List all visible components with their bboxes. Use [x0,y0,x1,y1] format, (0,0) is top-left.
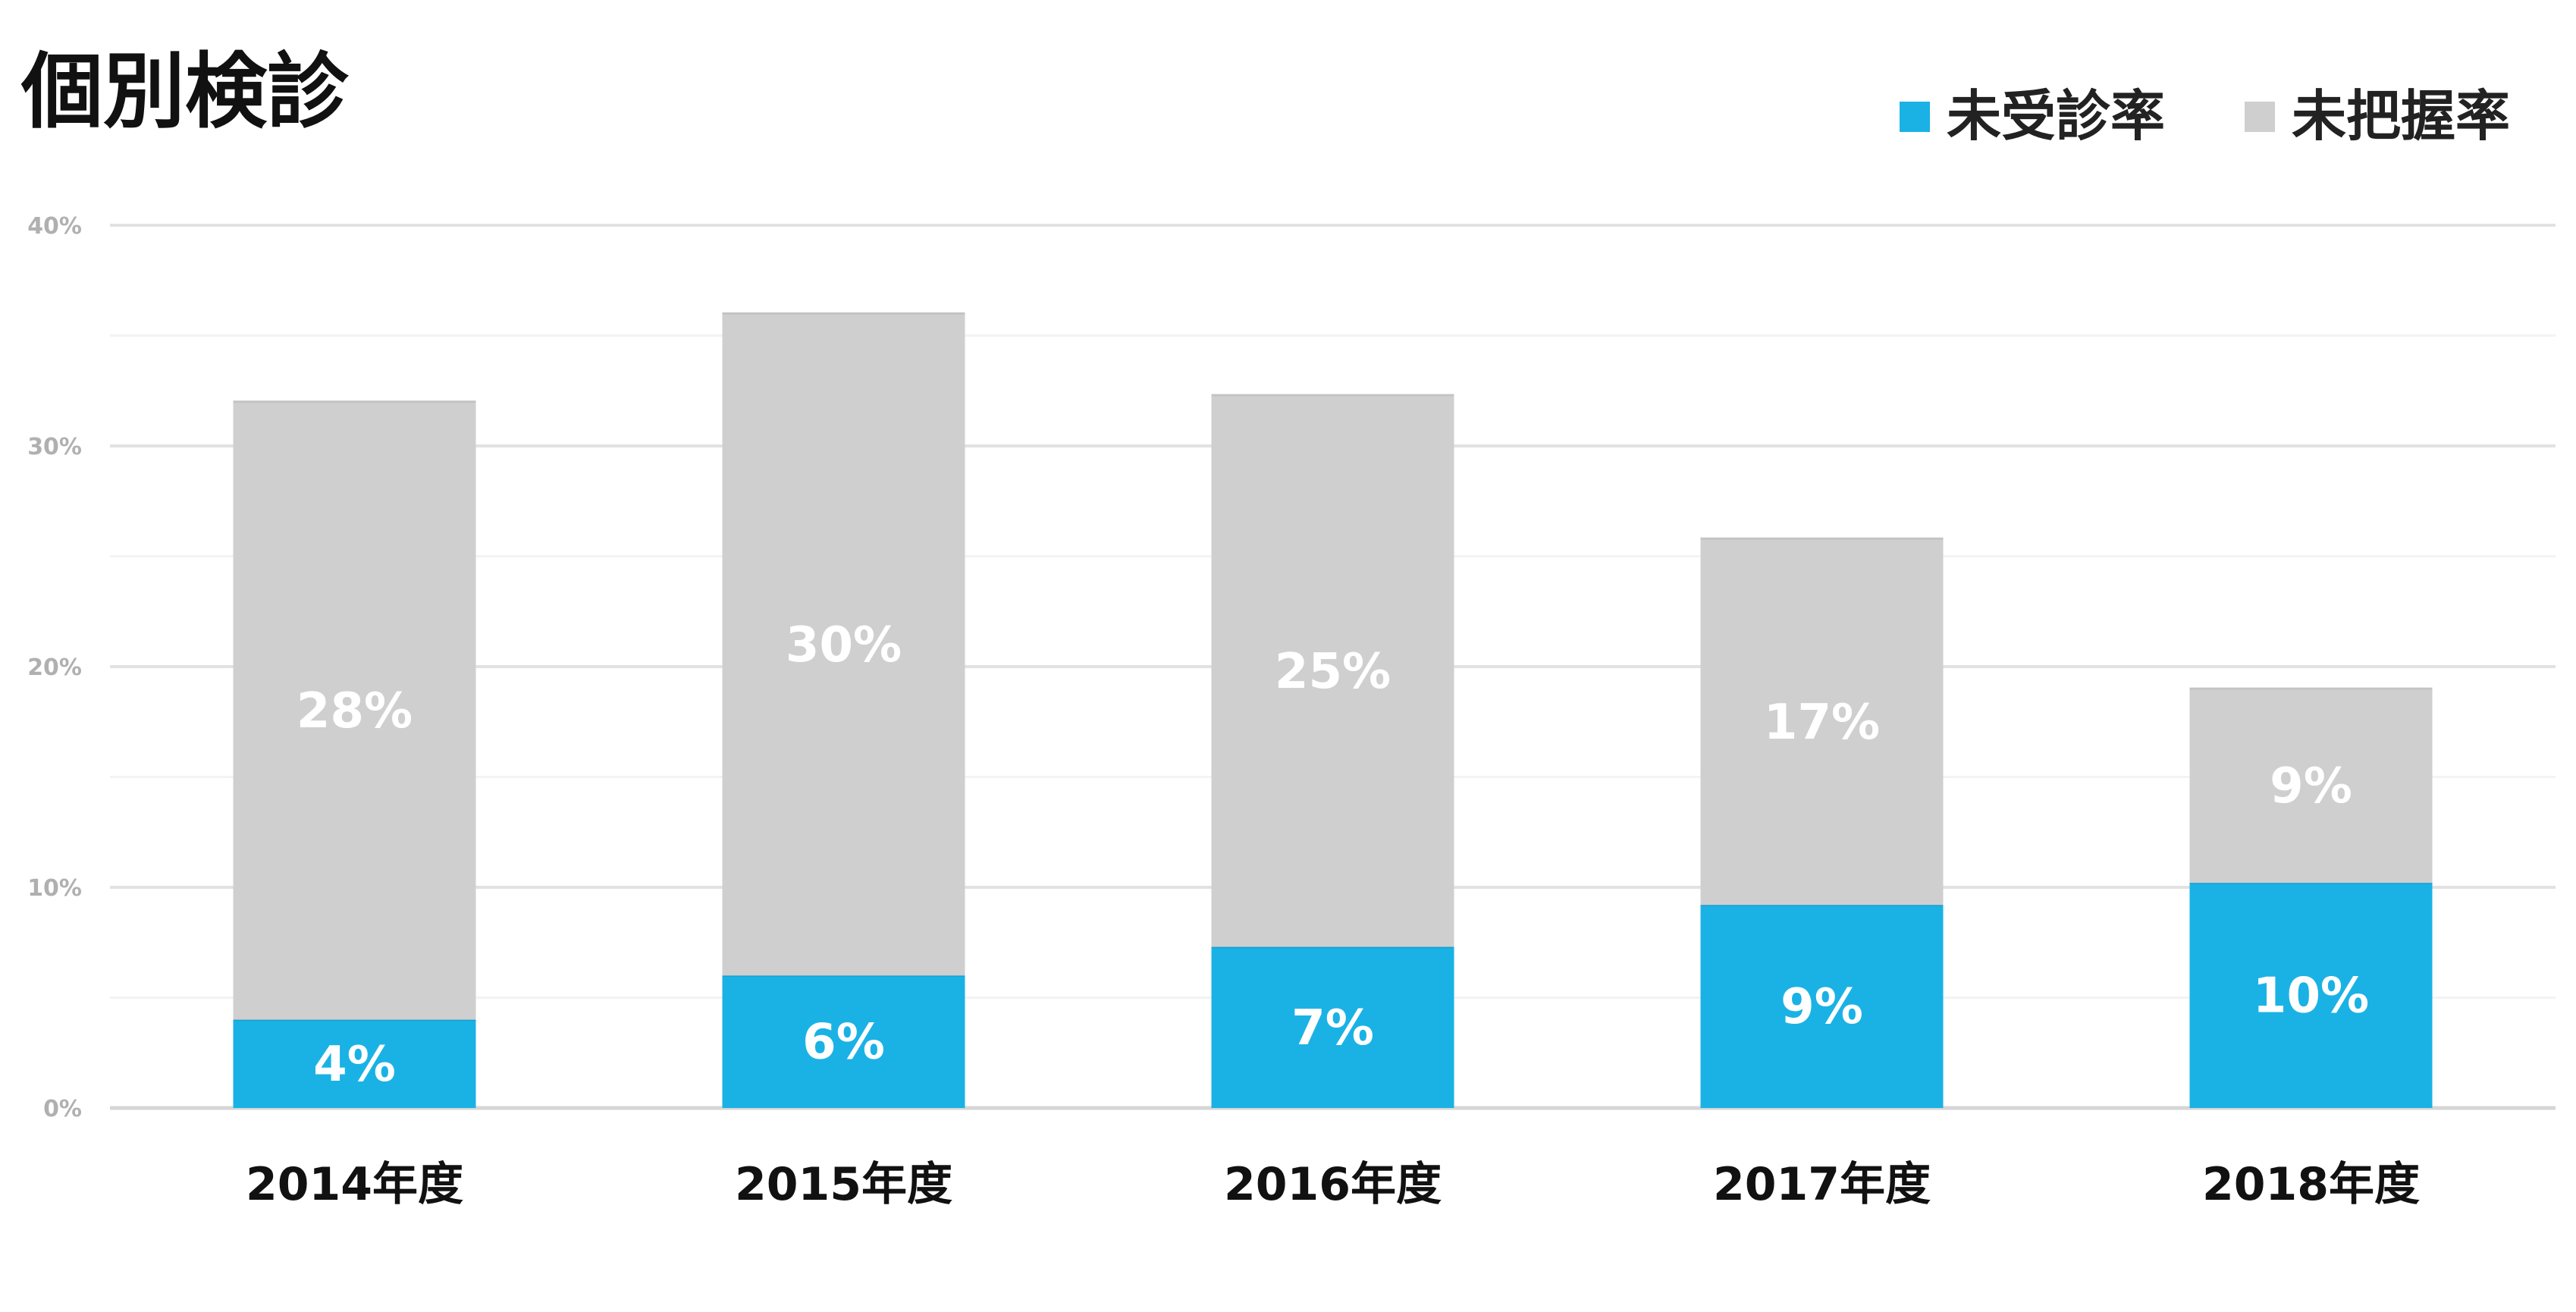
y-tick-label: 10% [27,875,82,902]
legend: 未受診率 未把握率 [1900,84,2510,148]
x-tick-label: 2017年度 [1713,1158,1931,1211]
bar-segment [722,975,965,1108]
legend-label: 未把握率 [2292,84,2510,148]
data-label: 4% [313,1037,396,1093]
data-label: 30% [786,617,902,673]
chart-title: 個別検診 [20,45,350,140]
legend-label: 未受診率 [1947,84,2165,148]
data-label: 25% [1275,644,1391,700]
bar-segment [722,313,965,976]
axes: 0% 10% 20% 30% 40% 2014年度 2015年度 2016年度 2017年度 20… [27,213,2420,1211]
y-tick-label: 40% [27,213,82,240]
bar-segment [233,1019,476,1108]
legend-swatch [1900,102,1930,132]
data-label: 6% [802,1015,885,1071]
data-label: 9% [2270,758,2352,815]
bar-segment [1700,905,1944,1108]
bar-segment [233,401,476,1020]
data-label: 9% [1781,979,1863,1035]
legend-item: 未受診率 [1900,84,2165,148]
data-label: 10% [2253,968,2369,1025]
y-tick-label: 20% [27,654,82,681]
data-label: 17% [1764,695,1880,751]
bar-segment [1700,538,1944,906]
bar-segment [2189,689,2433,884]
x-tick-label: 2015年度 [735,1158,952,1211]
data-label: 7% [1291,1000,1374,1056]
y-tick-label: 30% [27,434,82,460]
legend-item: 未把握率 [2245,84,2510,148]
bar-segment [1211,946,1454,1108]
bars [233,312,2433,1108]
legend-swatch [2245,102,2275,132]
bar-segment [2189,883,2433,1108]
data-label: 28% [297,683,413,739]
data-labels: 4% 28% 6% 30% 7% 25% 9% 17% 10% 9% [297,617,2369,1093]
x-tick-label: 2018年度 [2202,1158,2420,1211]
x-tick-label: 2014年度 [246,1158,463,1211]
y-tick-label: 0% [43,1096,82,1122]
bar-segment [1211,395,1454,947]
x-tick-label: 2016年度 [1224,1158,1442,1211]
